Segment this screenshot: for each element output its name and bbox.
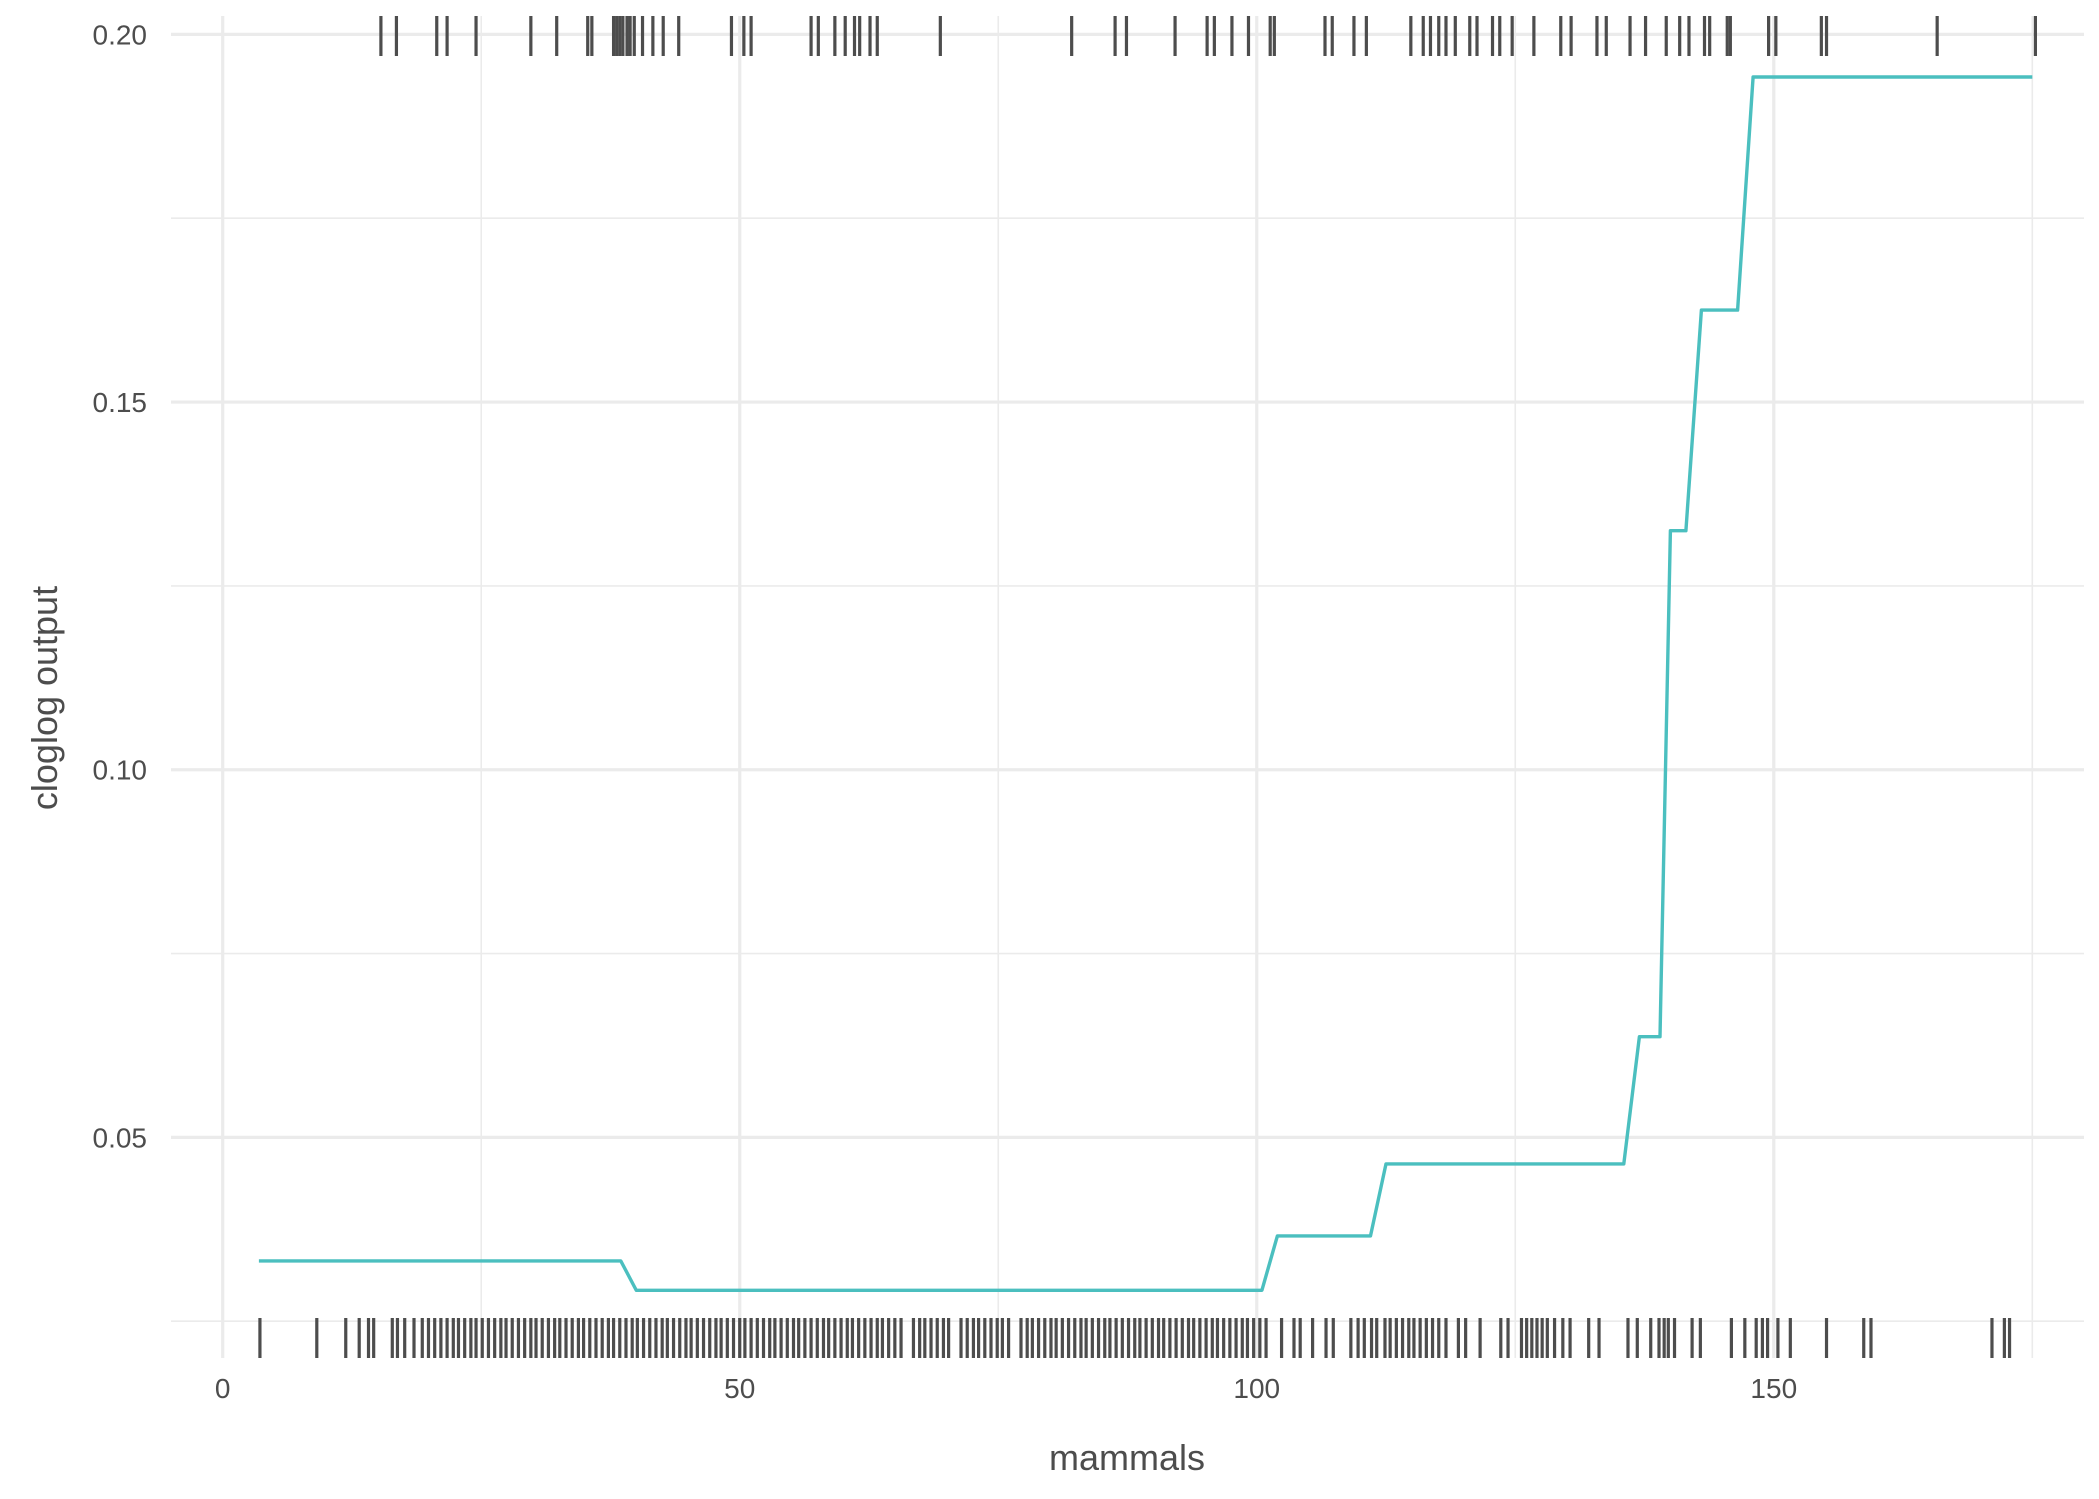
x-tick-label: 0 (215, 1373, 231, 1404)
y-tick-labels: 0.05 0.10 0.15 0.20 (93, 19, 148, 1153)
grid-lines (171, 16, 2084, 1358)
y-tick-label: 0.10 (93, 755, 148, 786)
series-layer (258, 75, 2033, 1293)
y-tick-label: 0.15 (93, 387, 148, 418)
x-tick-label: 50 (724, 1373, 755, 1404)
y-tick-label: 0.20 (93, 19, 148, 50)
x-axis-title: mammals (1049, 1437, 1205, 1478)
y-tick-label: 0.05 (93, 1122, 148, 1153)
rug-presence (379, 16, 2037, 56)
rug-background (258, 1318, 2012, 1358)
y-axis-title: cloglog output (24, 586, 65, 810)
x-tick-label: 150 (1750, 1373, 1797, 1404)
x-tick-label: 100 (1233, 1373, 1280, 1404)
x-tick-labels: 0 50 100 150 (215, 1373, 1797, 1404)
series-line (258, 75, 2033, 1293)
